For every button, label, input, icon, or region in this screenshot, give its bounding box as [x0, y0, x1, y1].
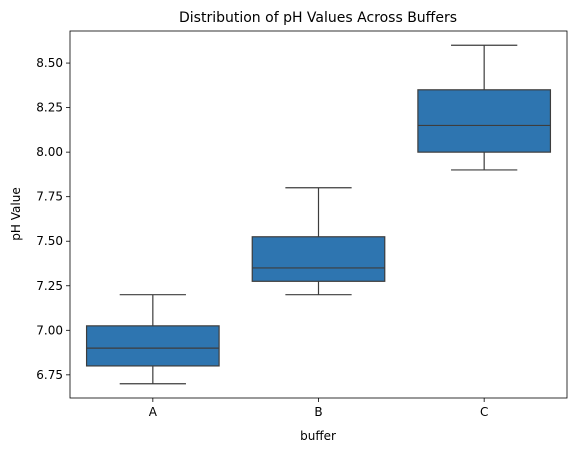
y-tick-label: 8.00: [36, 145, 63, 159]
axes-frame: [69, 30, 568, 399]
y-tick-label: 6.75: [36, 368, 63, 382]
x-tick-label: B: [314, 405, 322, 419]
y-tick-label: 8.50: [36, 56, 63, 70]
box-A: [85, 325, 220, 367]
x-tick-label: A: [149, 405, 158, 419]
y-tick-label: 7.25: [36, 279, 63, 293]
box-C: [417, 89, 552, 153]
y-tick-label: 7.75: [36, 190, 63, 204]
y-axis-label: pH Value: [9, 187, 23, 240]
chart-title: Distribution of pH Values Across Buffers: [179, 10, 457, 26]
x-tick-label: C: [480, 405, 488, 419]
y-tick-label: 8.25: [36, 101, 63, 115]
y-tick-label: 7.00: [36, 323, 63, 337]
x-axis-label: buffer: [300, 429, 336, 443]
box-B: [251, 236, 386, 282]
y-tick-label: 7.50: [36, 234, 63, 248]
plot-area: 6.75 7.00 7.25 7.50 7.75 8.00 8.25 8.50 A B C: [36, 44, 552, 419]
